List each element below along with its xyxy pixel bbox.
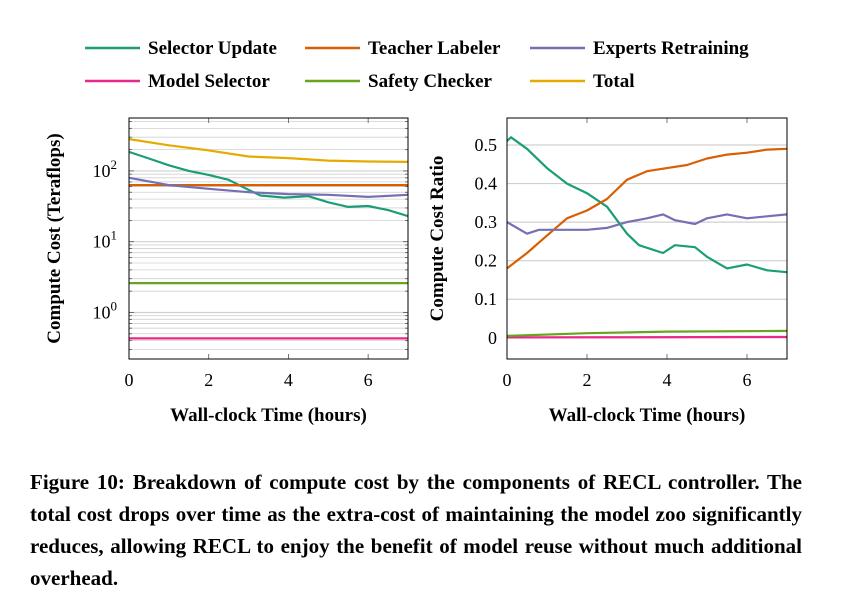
x-axis-label: Wall-clock Time (hours) — [549, 405, 746, 426]
legend-label-safety-checker: Safety Checker — [368, 71, 493, 92]
series-line-experts-retraining — [129, 176, 408, 198]
legend-label-teacher-labeler: Teacher Labeler — [368, 38, 501, 59]
plot-frame — [506, 117, 788, 360]
x-tick-label: 2 — [204, 370, 213, 390]
legend-label-model-selector: Model Selector — [148, 71, 270, 92]
y-tick-label: 0.4 — [475, 174, 498, 194]
legend-label-total: Total — [593, 71, 635, 92]
x-tick-label: 6 — [743, 370, 752, 390]
y-tick-label: 0 — [488, 328, 497, 348]
y-tick-label: 0.5 — [475, 135, 498, 155]
x-tick-label: 0 — [125, 370, 134, 390]
x-axis-label: Wall-clock Time (hours) — [170, 405, 367, 426]
series-line-experts-retraining — [507, 213, 787, 235]
series-line-teacher-labeler — [507, 147, 787, 270]
ratio-plot: 0 0.1 0.2 0.3 0.4 0.5 0 2 4 6 Wall-clock Time (hou… — [427, 117, 788, 426]
y-tick-label: 0.2 — [475, 251, 498, 271]
figure-caption: Figure 10: Breakdown of compute cost by … — [30, 470, 802, 590]
y-tick-label: 100 — [93, 298, 118, 322]
y-tick-label: 102 — [93, 157, 118, 181]
series-line-selector-update — [507, 136, 787, 274]
legend-label-selector-update: Selector Update — [148, 38, 277, 59]
x-tick-label: 6 — [364, 370, 373, 390]
x-tick-label: 4 — [663, 370, 672, 390]
x-tick-label: 2 — [583, 370, 592, 390]
legend-label-experts-retraining: Experts Retraining — [593, 38, 749, 59]
x-tick-label: 0 — [503, 370, 512, 390]
series-line-total — [129, 138, 408, 163]
figure: Selector Update Teacher Labeler Experts Re… — [44, 38, 788, 426]
series-line-selector-update — [129, 150, 408, 218]
y-tick-label: 101 — [93, 228, 118, 252]
y-tick-label: 0.1 — [475, 289, 498, 309]
plot-frame — [128, 117, 409, 360]
y-axis-label: Compute Cost (Teraflops) — [44, 133, 65, 343]
legend: Selector Update Teacher Labeler Experts Re… — [85, 38, 749, 92]
x-tick-label: 4 — [284, 370, 293, 390]
y-axis-label: Compute Cost Ratio — [427, 156, 448, 322]
y-tick-label: 0.3 — [475, 212, 498, 232]
series-line-safety-checker — [507, 329, 787, 337]
cost-plot: 100 101 102 0 2 4 6 Wall-clock Time (hours) Comp… — [44, 117, 409, 426]
